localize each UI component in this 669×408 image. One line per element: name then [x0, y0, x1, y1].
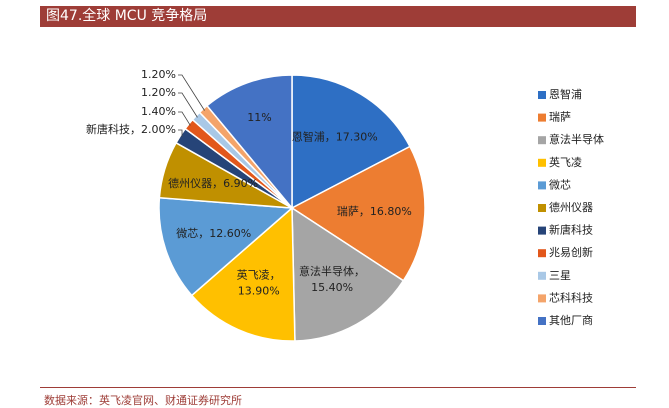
legend-swatch-slice-2	[538, 113, 546, 122]
pie-slice-4	[190, 206, 296, 342]
pie-slice-11	[205, 74, 293, 211]
legend-label-slice-7: 新唐科技	[549, 223, 593, 237]
footer-divider	[40, 387, 636, 388]
legend-swatch-slice-1	[538, 91, 546, 99]
data-label-slice-3-name: 意法半导体，	[299, 264, 365, 278]
data-label-slice-2: 瑞萨，16.80%	[337, 204, 412, 218]
data-label-slice-4-name: 英飞凌，	[237, 267, 281, 281]
legend-swatch-slice-10	[538, 294, 546, 303]
pie-slice-3	[291, 206, 405, 342]
legend-label-slice-9: 三星	[549, 269, 571, 282]
leader-line-slice-8	[178, 111, 191, 126]
legend-label-slice-8: 兆易创新	[549, 245, 593, 259]
legend-swatch-slice-11	[538, 317, 546, 325]
legend-label-slice-3: 意法半导体	[549, 132, 604, 146]
legend-label-slice-10: 芯科科技	[549, 290, 593, 304]
pie-slice-1	[291, 74, 411, 210]
legend-label-slice-4: 英飞凌	[549, 155, 582, 169]
data-label-slice-7: 新唐科技，2.00%	[86, 122, 176, 136]
data-source: 数据来源：英飞凌官网、财通证券研究所	[44, 394, 242, 407]
legend-swatch-slice-5	[538, 181, 546, 190]
pie-slice-2	[290, 145, 426, 282]
legend-label-slice-11: 其他厂商	[549, 313, 593, 327]
leader-line-slice-7	[178, 129, 183, 137]
legend-label-slice-5: 微芯	[549, 177, 571, 191]
legend-swatch-slice-6	[538, 204, 546, 212]
legend-swatch-slice-3	[538, 136, 546, 145]
data-label-slice-6: 德州仪器，6.90%	[168, 176, 258, 190]
legend-swatch-slice-8	[538, 249, 546, 258]
legend-swatch-slice-4	[538, 158, 546, 167]
leader-line-slice-9	[178, 92, 198, 118]
legend-swatch-slice-9	[538, 271, 546, 280]
legend-label-slice-6: 德州仪器	[549, 200, 593, 214]
data-label-slice-11: 11%	[247, 111, 271, 124]
data-label-slice-1: 恩智浦，17.30%	[292, 129, 378, 143]
data-label-slice-4-value: 13.90%	[238, 284, 280, 297]
data-label-slice-8: 1.40%	[141, 105, 176, 118]
data-label-slice-9: 1.20%	[141, 86, 176, 99]
legend-label-slice-1: 恩智浦	[549, 87, 582, 101]
legend-label-slice-2: 瑞萨	[549, 110, 571, 124]
chart-title: 图47.全球 MCU 竞争格局	[40, 6, 636, 27]
leader-line-slice-10	[178, 74, 205, 111]
data-label-slice-10: 1.20%	[141, 68, 176, 81]
data-label-slice-5: 微芯，12.60%	[176, 226, 251, 240]
data-label-slice-3-value: 15.40%	[311, 281, 353, 294]
pie-slice-5	[158, 196, 294, 297]
legend-swatch-slice-7	[538, 226, 546, 235]
